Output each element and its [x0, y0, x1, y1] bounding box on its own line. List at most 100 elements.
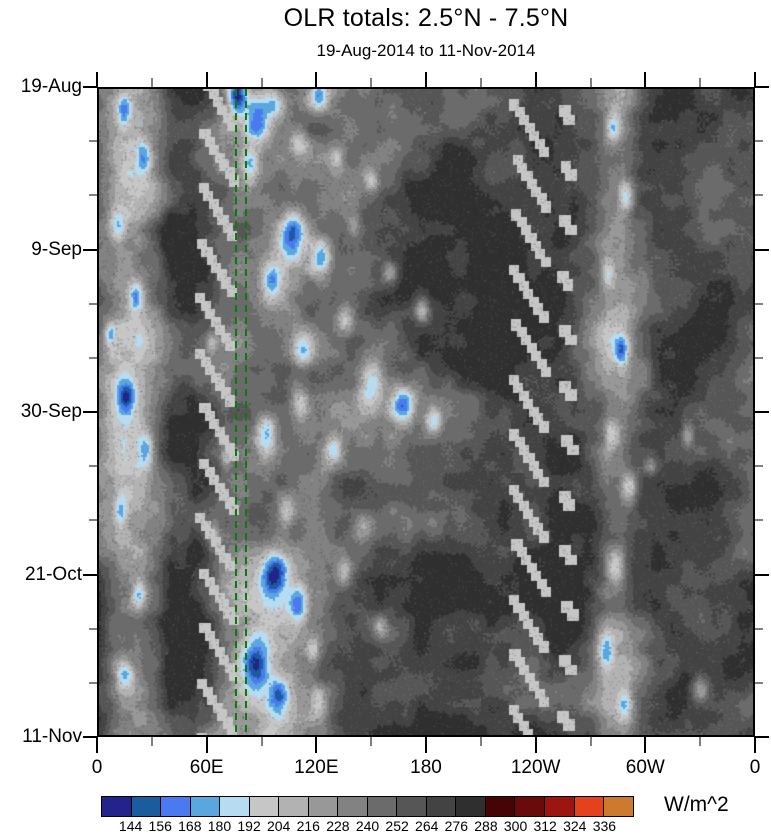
colorbar-tick-label: 216 [296, 818, 320, 834]
right-axis-minor-tick [755, 194, 763, 197]
x-axis-minor-tick [699, 737, 702, 746]
y-axis-minor-tick [89, 194, 97, 197]
colorbar-tick-label: 252 [385, 818, 409, 834]
colorbar-tick-label: 276 [444, 818, 469, 834]
colorbar-cell [396, 796, 428, 817]
x-tick-label: 180 [410, 757, 442, 778]
y-tick-label: 19-Aug [20, 76, 82, 97]
right-axis-major-tick [755, 248, 769, 251]
colorbar-tick-label: 168 [178, 818, 202, 834]
colorbar-cell [248, 796, 280, 817]
colorbar-tick-label: 192 [237, 818, 261, 834]
top-axis-minor-tick [260, 78, 263, 87]
colorbar-cell [101, 796, 133, 817]
olr-field-canvas [99, 89, 753, 735]
y-axis-minor-tick [89, 140, 97, 143]
colorbar-cell [425, 796, 457, 817]
y-tick-label: 11-Nov [22, 726, 82, 747]
right-axis-minor-tick [755, 465, 763, 468]
top-axis-major-tick [315, 72, 318, 87]
x-tick-label: 60W [625, 757, 665, 778]
y-axis-minor-tick [89, 681, 97, 684]
colorbar-tick-label: 324 [563, 818, 587, 834]
right-axis-major-tick [755, 86, 769, 88]
colorbar-units-label: W/m^2 [664, 793, 729, 816]
x-tick-label: 60E [189, 757, 224, 778]
top-axis-minor-tick [589, 78, 592, 87]
top-axis-major-tick [644, 72, 647, 87]
y-axis-minor-tick [89, 519, 97, 522]
colorbar-tick-label: 156 [148, 818, 172, 834]
colorbar-tick-label: 264 [415, 818, 439, 834]
y-tick-label: 9-Sep [31, 238, 82, 260]
x-axis-minor-tick [370, 737, 373, 746]
colorbar-cell [189, 796, 221, 817]
chart-title: OLR totals: 2.5°N - 7.5°N [283, 4, 569, 32]
top-axis-major-tick [754, 72, 756, 87]
y-axis-major-tick [83, 86, 97, 88]
colorbar-tick-label: 228 [326, 818, 350, 834]
colorbar-cell [543, 796, 575, 817]
right-axis-major-tick [755, 736, 769, 738]
colorbar-tick-label: 240 [355, 818, 380, 834]
right-axis-major-tick [755, 411, 769, 413]
x-tick-label: 120E [294, 757, 339, 778]
colorbar-cell [130, 796, 162, 817]
colorbar-tick-label: 336 [592, 818, 617, 834]
colorbar-tick-label: 300 [503, 818, 528, 834]
x-axis-major-tick [205, 737, 208, 753]
x-axis-minor-tick [260, 737, 263, 746]
x-axis-major-tick [644, 737, 647, 753]
top-axis-major-tick [425, 72, 427, 87]
colorbar-cell [455, 796, 487, 817]
colorbar-tick-label: 180 [207, 818, 232, 834]
colorbar-cell [307, 796, 339, 817]
reference-longitude-line-west [235, 89, 238, 735]
right-axis-major-tick [755, 573, 769, 576]
y-axis-minor-tick [89, 465, 97, 468]
right-axis-minor-tick [755, 356, 763, 359]
right-axis-minor-tick [755, 519, 763, 522]
y-axis-minor-tick [89, 356, 97, 359]
x-tick-label: 120W [510, 757, 561, 778]
colorbar-cell [366, 796, 398, 817]
colorbar-cell [484, 796, 516, 817]
y-tick-label: 30-Sep [20, 401, 82, 422]
top-axis-minor-tick [479, 78, 482, 87]
x-axis-major-tick [315, 737, 318, 753]
top-axis-minor-tick [699, 78, 702, 87]
y-axis-major-tick [83, 248, 97, 251]
y-axis-major-tick [83, 573, 97, 576]
top-axis-major-tick [534, 72, 537, 87]
colorbar-tick-label: 288 [474, 818, 498, 834]
right-axis-minor-tick [755, 681, 763, 684]
y-axis-minor-tick [89, 627, 97, 630]
x-axis-major-tick [425, 737, 427, 753]
y-tick-label: 21-Oct [24, 563, 82, 585]
x-axis-major-tick [534, 737, 537, 753]
y-axis-major-tick [83, 736, 97, 738]
colorbar-tick-label: 144 [118, 818, 143, 834]
y-axis-minor-tick [89, 302, 97, 305]
colorbar-cell [337, 796, 369, 817]
x-tick-label: 0 [749, 757, 761, 778]
right-axis-minor-tick [755, 140, 763, 143]
x-axis-minor-tick [589, 737, 592, 746]
top-axis-major-tick [96, 72, 98, 87]
y-axis-major-tick [83, 411, 97, 413]
x-axis-major-tick [96, 737, 98, 753]
colorbar-cell [278, 796, 310, 817]
right-axis-minor-tick [755, 627, 763, 630]
colorbar-cell [160, 796, 192, 817]
colorbar-tick-label: 204 [266, 818, 291, 834]
colorbar-cell [573, 796, 605, 817]
top-axis-major-tick [205, 72, 208, 87]
colorbar-cell [514, 796, 546, 817]
reference-longitude-line-east [245, 89, 248, 735]
x-axis-major-tick [754, 737, 756, 753]
chart-subtitle: 19-Aug-2014 to 11-Nov-2014 [316, 41, 536, 60]
x-axis-minor-tick [479, 737, 482, 746]
top-axis-minor-tick [150, 78, 153, 87]
plot-area [97, 87, 755, 737]
